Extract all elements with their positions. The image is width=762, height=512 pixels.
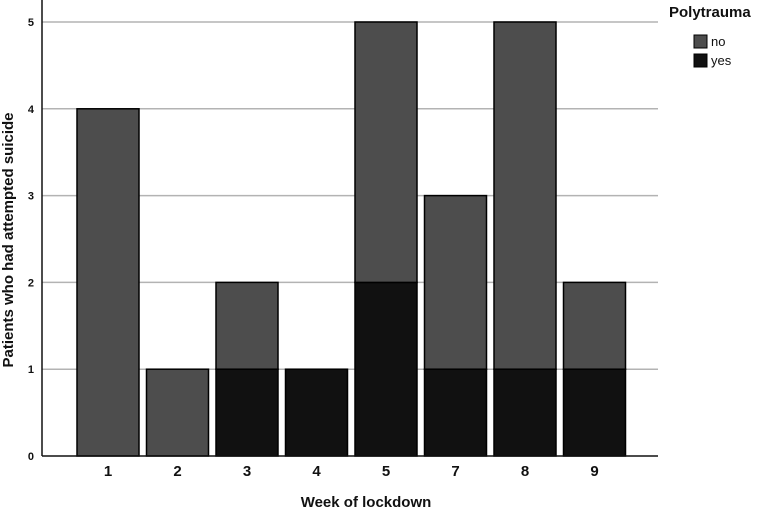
bar-no-week-1 [76,108,140,457]
legend-title: Polytrauma [669,4,751,21]
y-axis-title: Patients who had attempted suicide [0,112,17,367]
x-axis-title: Week of lockdown [301,494,432,511]
legend-label-no: no [711,34,725,49]
bar-yes-week-9 [562,368,627,457]
x-tick-label: 3 [243,463,251,480]
bar-no-week-2 [145,368,210,457]
legend: Polytrauma no yes [669,4,751,68]
bar-yes-week-5 [354,281,418,457]
y-tick-label: 0 [28,451,34,463]
legend-swatch-yes [693,53,708,68]
x-tick-label: 7 [451,463,459,480]
bar-yes-week-4 [284,368,349,457]
y-tick-label: 4 [28,104,35,116]
axes [41,0,658,457]
legend-label-yes: yes [711,53,732,68]
y-tick-label: 3 [28,191,34,203]
y-tick-labels: 0 1 2 3 4 5 [28,17,35,463]
x-tick-label: 9 [590,463,598,480]
legend-swatch-no [693,34,708,49]
x-tick-label: 2 [173,463,181,480]
x-tick-labels: 1 2 3 4 5 7 8 9 [104,463,599,480]
bar-no-week-9 [562,281,627,370]
bar-yes-week-8 [493,368,557,457]
bar-no-week-5 [354,21,418,284]
bars [76,21,627,457]
x-tick-label: 4 [312,463,321,480]
bar-no-week-7 [423,194,488,370]
y-tick-label: 5 [28,17,34,29]
bar-yes-week-7 [423,368,488,457]
legend-items: no yes [693,34,732,68]
bar-no-week-3 [215,281,279,370]
bar-yes-week-3 [215,368,279,457]
y-tick-label: 1 [28,364,34,376]
x-tick-label: 1 [104,463,112,480]
bar-no-week-8 [493,21,557,370]
x-tick-label: 8 [521,463,529,480]
x-tick-label: 5 [382,463,390,480]
y-tick-label: 2 [28,277,34,289]
